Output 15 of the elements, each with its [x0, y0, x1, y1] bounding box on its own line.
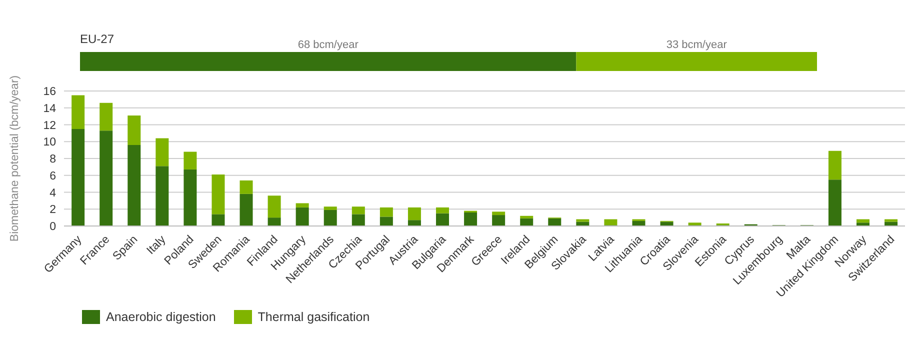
y-tick-label: 14	[43, 102, 57, 115]
y-tick-label: 10	[43, 136, 56, 149]
data-label: 68 bcm/year	[298, 39, 359, 51]
y-tick-label: 6	[50, 170, 56, 182]
y-tick-label: 4	[50, 187, 57, 200]
y-tick-label: 0	[50, 221, 56, 234]
y-tick-label: EU-27	[80, 32, 114, 46]
y-tick-label: 12	[43, 120, 56, 132]
legend-label: Anaerobic digestion	[105, 310, 216, 324]
y-tick-label: 8	[50, 154, 56, 166]
y-tick-label: 16	[43, 86, 56, 98]
legend-label: Thermal gasification	[256, 310, 370, 324]
data-label: 33 bcm/year	[666, 39, 728, 51]
y-tick-label: 2	[50, 204, 56, 216]
y-axis-title: Biomethane potential (bcm/year)	[9, 75, 22, 242]
